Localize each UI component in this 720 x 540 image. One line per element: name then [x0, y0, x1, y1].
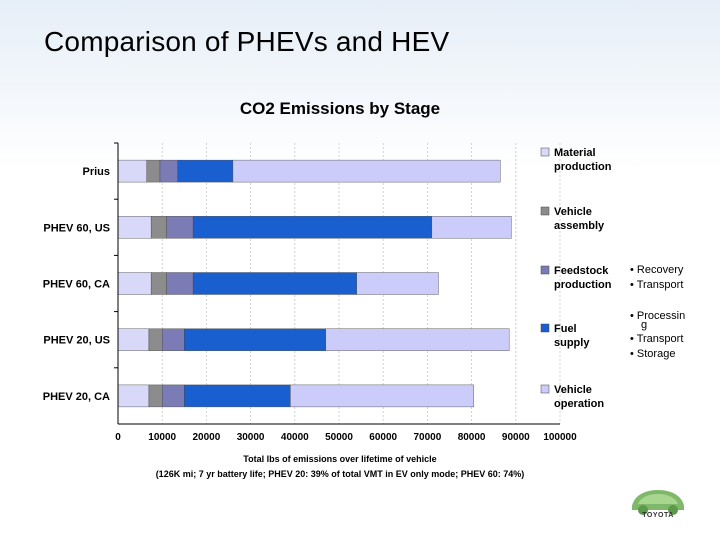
bar-segment: [290, 384, 475, 408]
x-tick-label: 30000: [237, 432, 265, 443]
chart-bars: [117, 159, 512, 408]
bar-segment: [184, 328, 326, 351]
bar-segment: [148, 328, 163, 351]
toyota-car-logo: [632, 490, 684, 515]
bar-segment: [159, 159, 178, 183]
legend-swatch: [540, 384, 550, 394]
legend-label: Material production: [554, 147, 612, 173]
legend-swatch: [540, 147, 550, 157]
chart-title: CO2 Emissions by Stage: [240, 99, 440, 118]
legend-note-item: • Processin g: [630, 310, 685, 331]
bar-segment: [166, 216, 194, 239]
x-tick-label: 20000: [192, 432, 220, 443]
x-tick-label: 0: [115, 432, 121, 443]
bar-segment: [117, 216, 152, 239]
legend-label: Vehicle assembly: [554, 206, 605, 232]
category-label: PHEV 20, US: [43, 335, 110, 347]
bar-segment: [356, 272, 439, 295]
bar-segment: [150, 216, 167, 239]
legend-label: Vehicle operation: [554, 384, 604, 410]
legend-swatch: [540, 206, 550, 216]
x-tick-label: 70000: [413, 432, 441, 443]
category-labels: Prius PHEV 60, US PHEV 60, CA PHEV 20, US PH…: [43, 166, 110, 403]
bar-segment: [431, 216, 512, 239]
bar-segment: [166, 272, 194, 295]
bar-segment: [161, 328, 185, 351]
legend-note-item: • Storage: [630, 348, 675, 360]
slide-title: Comparison of PHEVs and HEV: [44, 26, 450, 57]
x-axis-label: Total lbs of emissions over lifetime of …: [243, 454, 436, 464]
legend-swatch: [540, 265, 550, 275]
chart-legend: Material production Vehicle assembly Feedsto…: [540, 147, 612, 410]
bar-segment: [161, 384, 185, 408]
x-tick-label: 90000: [502, 432, 530, 443]
category-label: PHEV 60, US: [43, 222, 110, 234]
x-axis-note: (126K mi; 7 yr battery life; PHEV 20: 39…: [156, 469, 525, 479]
bar-segment: [117, 272, 152, 295]
x-tick-label: 80000: [458, 432, 486, 443]
category-label: PHEV 60, CA: [43, 279, 110, 291]
bar-segment: [325, 328, 510, 351]
bar-segment: [146, 159, 161, 183]
legend-label: Feedstock production: [554, 265, 612, 291]
x-tick-labels: 0 10000 20000 30000 40000 50000 60000 70000 8000…: [115, 432, 577, 443]
bar-segment: [117, 328, 150, 351]
x-tick-label: 40000: [281, 432, 309, 443]
legend-notes: • Recovery • Transport • Processin g • Trans…: [630, 264, 685, 360]
bar-segment: [150, 272, 167, 295]
bar-segment: [117, 159, 147, 183]
x-tick-label: 50000: [325, 432, 353, 443]
bar-segment: [117, 384, 150, 408]
bar-segment: [192, 272, 357, 295]
toyota-logo-text: TOYOTA: [642, 512, 674, 519]
legend-note-item: • Transport: [630, 333, 683, 345]
legend-swatch: [540, 323, 550, 333]
category-label: Prius: [82, 166, 110, 178]
bar-segment: [184, 384, 291, 408]
x-tick-label: 100000: [543, 432, 577, 443]
bar-segment: [232, 159, 501, 183]
legend-note-item: • Recovery: [630, 264, 684, 276]
category-label: PHEV 20, CA: [43, 391, 110, 403]
chart-axes: [114, 142, 560, 425]
x-tick-label: 10000: [148, 432, 176, 443]
bar-segment: [148, 384, 163, 408]
bar-segment: [177, 159, 234, 183]
legend-label: Fuel supply: [554, 323, 590, 349]
x-tick-label: 60000: [369, 432, 397, 443]
bar-segment: [192, 216, 433, 239]
legend-note-item: • Transport: [630, 279, 683, 291]
